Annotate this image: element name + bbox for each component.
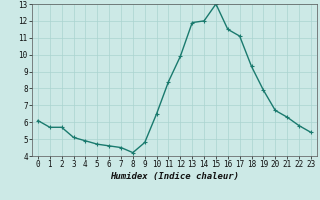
- X-axis label: Humidex (Indice chaleur): Humidex (Indice chaleur): [110, 172, 239, 181]
